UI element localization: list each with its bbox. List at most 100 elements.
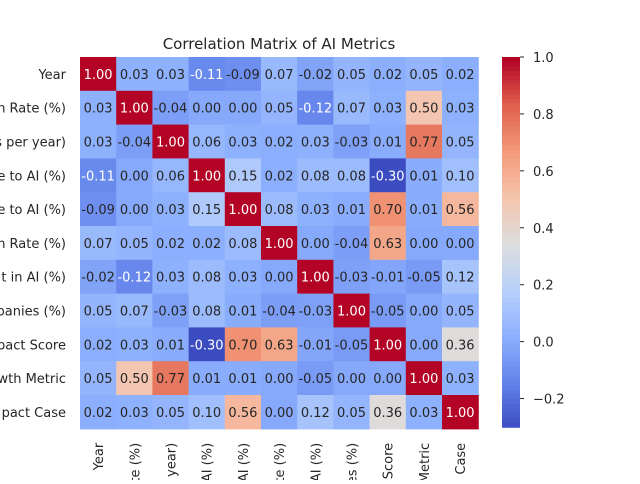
heatmap-cell [152, 327, 190, 362]
heatmap-cell [224, 90, 262, 126]
heatmap-cell [188, 192, 226, 227]
colorbar-segment [502, 357, 520, 364]
column-tick-label: Year [92, 442, 107, 471]
heatmap-cell [297, 158, 334, 193]
cell-value-label: 0.00 [120, 169, 149, 184]
cell-value-label: 0.05 [446, 305, 475, 320]
colorbar-segment [502, 306, 520, 313]
cell-value-label: 0.50 [120, 372, 149, 387]
heatmap-cell [405, 361, 443, 396]
column-tick-label: Metric [418, 443, 433, 480]
colorbar-segment [502, 89, 520, 95]
heatmap-cell [80, 124, 117, 159]
heatmap-cell [333, 124, 371, 159]
cell-value-label: 1.00 [265, 237, 294, 252]
heatmap-cell [261, 226, 298, 261]
cell-value-label: -0.05 [335, 338, 369, 353]
heatmap-cell [116, 293, 153, 328]
cell-value-label: 1.00 [156, 136, 185, 151]
heatmap-cell [224, 192, 262, 227]
cell-value-label: 0.01 [373, 136, 402, 151]
cell-value-label: 0.02 [265, 136, 294, 151]
heatmap-cell [152, 259, 190, 295]
cell-value-label: 0.12 [301, 406, 330, 421]
cell-value-label: 0.00 [409, 237, 438, 252]
cell-value-label: 0.70 [228, 338, 257, 353]
heatmap-cell [188, 395, 226, 430]
colorbar-tick-label: −0.2 [533, 393, 565, 408]
row-tick-label: n Rate (%) [0, 102, 66, 117]
cell-value-label: 1.00 [192, 169, 221, 184]
cell-value-label: 0.00 [301, 237, 330, 252]
heatmap-cell [80, 158, 117, 193]
heatmap-cell [152, 226, 190, 261]
heatmap-cell [224, 226, 262, 261]
cell-value-label: 0.77 [156, 372, 185, 387]
cell-value-label: 0.00 [409, 305, 438, 320]
heatmap-cell [80, 226, 117, 261]
cell-value-label: -0.30 [371, 169, 405, 184]
cell-value-label: 0.07 [265, 68, 294, 83]
heatmap-cell [369, 395, 407, 430]
colorbar-segment [502, 98, 520, 105]
colorbar-segment [502, 135, 520, 142]
colorbar-segment [502, 117, 520, 123]
column-tick-label: Case [454, 443, 469, 475]
heatmap-cell [333, 293, 371, 328]
cell-value-label: 0.03 [301, 136, 330, 151]
cell-value-label: 0.01 [409, 169, 438, 184]
heatmap-cell [297, 259, 334, 295]
cell-value-label: 0.02 [446, 68, 475, 83]
colorbar-segment [502, 292, 520, 299]
heatmap-cell [297, 90, 334, 126]
cell-value-label: 0.00 [446, 237, 475, 252]
cell-value-label: -0.11 [81, 169, 115, 184]
heatmap-cell [224, 327, 262, 362]
heatmap-cell [442, 90, 479, 126]
heatmap-cell [152, 192, 190, 227]
cell-value-label: -0.02 [81, 271, 115, 286]
colorbar-tick-label: 0.6 [533, 165, 554, 180]
cell-value-label: 0.02 [265, 169, 294, 184]
colorbar-segment [502, 242, 520, 248]
colorbar-segment [502, 126, 520, 132]
colorbar-segment [502, 329, 520, 336]
cell-value-label: 0.05 [337, 68, 366, 83]
cell-value-label: 0.12 [446, 271, 475, 286]
cell-value-label: 0.03 [228, 136, 257, 151]
heatmap-cell [224, 293, 262, 328]
colorbar-tick-label: 0.2 [533, 279, 554, 294]
cell-value-label: 0.03 [373, 102, 402, 117]
cell-value-label: 0.10 [192, 406, 221, 421]
heatmap-cell [261, 158, 298, 193]
colorbar-segment [502, 413, 520, 419]
colorbar-segment [502, 181, 520, 188]
heatmap-cell [369, 192, 407, 227]
heatmap-cell [80, 361, 117, 396]
cell-value-label: 0.03 [120, 68, 149, 83]
heatmap-cell [80, 327, 117, 362]
column-tick-label: Score [382, 443, 397, 479]
cell-value-label: 0.00 [265, 372, 294, 387]
cell-value-label: 0.05 [84, 305, 113, 320]
colorbar-segment [502, 168, 520, 174]
row-tick-label: e to AI (%) [0, 203, 66, 218]
heatmap-cell [188, 124, 226, 159]
heatmap-cell [152, 57, 190, 92]
colorbar-segment [502, 399, 520, 405]
colorbar-segment [502, 366, 520, 373]
cell-value-label: -0.03 [335, 271, 369, 286]
heatmap-cell [116, 361, 153, 396]
cell-value-label: 0.08 [192, 305, 221, 320]
cell-value-label: 0.56 [228, 406, 257, 421]
colorbar-segment [502, 112, 520, 118]
cell-value-label: 1.00 [84, 68, 113, 83]
heatmap-cell [261, 124, 298, 159]
heatmap-cell [261, 293, 298, 328]
chart-title: Correlation Matrix of AI Metrics [163, 35, 396, 53]
cell-value-label: -0.05 [407, 271, 441, 286]
heatmap-cell [261, 361, 298, 396]
heatmap-cell [333, 192, 371, 227]
row-tick-label: t in AI (%) [1, 271, 66, 286]
colorbar-segment [502, 232, 520, 239]
